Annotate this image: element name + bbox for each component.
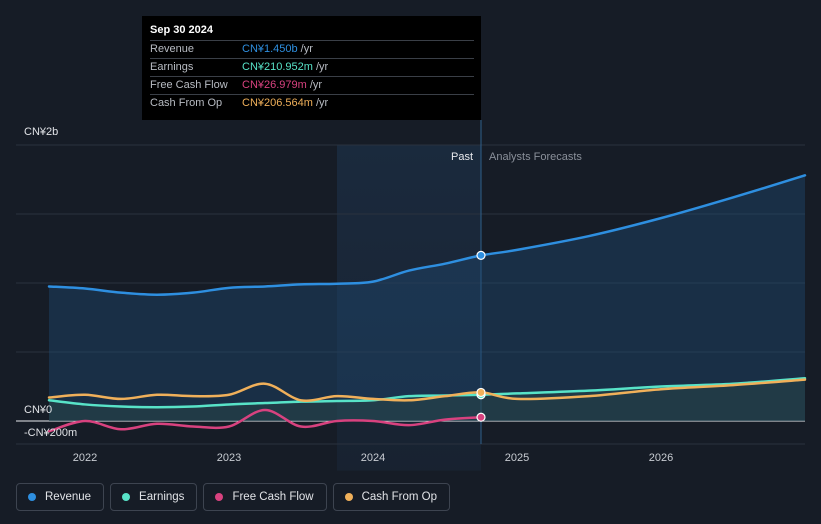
tooltip-label: Free Cash Flow: [150, 79, 228, 91]
data-point-revenue: [476, 250, 486, 260]
past-highlight-band: [337, 145, 481, 471]
forecast-label: Analysts Forecasts: [489, 151, 582, 163]
tooltip-row-revenue: Revenue CN¥1.450b /yr: [150, 40, 474, 58]
legend-dot-icon: [344, 493, 353, 501]
y-tick-label: -CN¥200m: [24, 427, 77, 439]
x-tick-label: 2022: [73, 452, 97, 464]
legend-item-free-cash-flow[interactable]: Free Cash Flow: [203, 483, 327, 511]
tooltip-label: Cash From Op: [150, 97, 223, 109]
y-tick-label: CN¥2b: [24, 126, 58, 138]
legend-label: Free Cash Flow: [232, 491, 314, 503]
tooltip-unit: /yr: [315, 97, 329, 109]
series-line-revenue: [47, 174, 807, 296]
legend: Revenue Earnings Free Cash Flow Cash Fro…: [16, 483, 451, 511]
tooltip-label: Earnings: [150, 61, 194, 73]
tooltip-value: CN¥206.564m: [242, 97, 313, 109]
grid-layer: [16, 120, 805, 471]
legend-dot-icon: [122, 493, 131, 501]
data-point-free-cash-flow: [476, 412, 486, 422]
x-tick-label: 2025: [505, 452, 529, 464]
x-tick-label: 2024: [361, 452, 385, 464]
legend-dot-icon: [28, 493, 36, 501]
tooltip-value: CN¥210.952m: [242, 61, 313, 73]
legend-item-revenue[interactable]: Revenue: [16, 483, 105, 511]
tooltip-label: Revenue: [150, 43, 195, 55]
x-tick-label: 2026: [649, 452, 673, 464]
area-revenue: [49, 175, 805, 421]
tooltip-row-earnings: Earnings CN¥210.952m /yr: [150, 58, 474, 76]
series-line-earnings: [47, 376, 807, 409]
tooltip: Sep 30 2024 Revenue CN¥1.450b /yr Earnin…: [142, 16, 481, 120]
x-tick-label: 2023: [217, 452, 241, 464]
tooltip-value: CN¥26.979m: [242, 79, 307, 91]
legend-label: Earnings: [139, 491, 185, 503]
legend-label: Cash From Op: [361, 491, 438, 503]
series-line-free-cash-flow: [47, 408, 483, 433]
line-layer: [47, 174, 807, 433]
tooltip-unit: /yr: [309, 79, 323, 91]
y-tick-label: CN¥0: [24, 404, 52, 416]
data-point-cash-from-op: [476, 387, 486, 398]
legend-item-earnings[interactable]: Earnings: [110, 483, 198, 511]
tooltip-value: CN¥1.450b: [242, 43, 298, 55]
label-layer: CN¥2b CN¥0 -CN¥200m 2022 2023 2024 2025 2026 Pas…: [24, 126, 673, 464]
legend-label: Revenue: [45, 491, 92, 503]
legend-item-cash-from-op[interactable]: Cash From Op: [332, 483, 451, 511]
past-label: Past: [451, 151, 473, 163]
tooltip-row-cash-from-op: Cash From Op CN¥206.564m /yr: [150, 94, 474, 112]
tooltip-unit: /yr: [315, 61, 329, 73]
tooltip-row-free-cash-flow: Free Cash Flow CN¥26.979m /yr: [150, 76, 474, 94]
tooltip-unit: /yr: [300, 43, 313, 55]
tooltip-date: Sep 30 2024: [150, 24, 213, 36]
legend-dot-icon: [215, 493, 224, 501]
series-line-cash-from-op: [47, 378, 807, 402]
